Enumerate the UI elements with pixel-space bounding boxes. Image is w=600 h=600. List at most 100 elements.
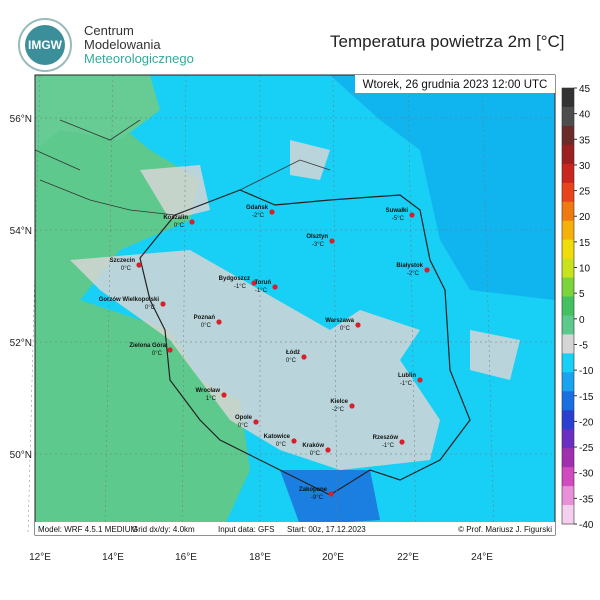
colorbar-cell <box>562 220 574 241</box>
lon-label: 16°E <box>175 552 197 563</box>
lon-label: 20°E <box>322 552 344 563</box>
city-name: Kraków <box>302 443 324 449</box>
city-temp: 0°C <box>340 326 351 332</box>
time-box <box>355 75 555 93</box>
warm-field <box>35 100 250 535</box>
colorbar-cell <box>562 353 574 373</box>
city-marker <box>167 347 173 353</box>
org-name: Centrum Modelowania Meteorologicznego <box>84 24 194 66</box>
footer-text: Start: 00z, 17.12.2023 <box>287 525 366 534</box>
colorbar-label: 30 <box>579 161 591 172</box>
city-temp: -2°C <box>407 271 420 277</box>
city-marker <box>328 491 334 497</box>
city-name: Katowice <box>264 434 291 440</box>
colorbar-label: 0 <box>579 315 585 326</box>
city-temp: 0°C <box>201 323 212 329</box>
colorbar-cell <box>562 448 574 468</box>
city-name: Olsztyn <box>306 234 328 240</box>
city-marker <box>160 301 166 307</box>
colorbar-label: -10 <box>579 366 594 377</box>
colorbar-cell <box>562 334 574 354</box>
meridian <box>104 74 114 536</box>
colorbar-cell <box>562 391 574 411</box>
city-name: Białystok <box>396 263 423 269</box>
footer-text: Model: WRF 4.5.1 MEDIUM <box>38 525 137 534</box>
mild-field <box>470 330 520 380</box>
colorbar-cell <box>562 106 574 127</box>
city-name: Szczecin <box>110 258 136 264</box>
city-marker <box>216 319 222 325</box>
city-name: Gdańsk <box>246 205 269 211</box>
city-temp: -1°C <box>255 288 268 294</box>
border <box>139 189 471 496</box>
lon-label: 22°E <box>397 552 419 563</box>
colorbar-label: 35 <box>579 135 591 146</box>
city-temp: -1°C <box>400 381 413 387</box>
city-temp: 0°C <box>121 266 132 272</box>
meridian <box>332 74 338 536</box>
city-marker <box>189 219 195 225</box>
city-marker <box>409 212 415 218</box>
colorbar-cell <box>562 315 574 335</box>
meridian <box>181 74 187 536</box>
colorbar-cell <box>562 372 574 392</box>
colorbar-cell <box>562 88 574 108</box>
city-name: Opole <box>235 415 253 421</box>
colorbar-label: 45 <box>579 84 591 95</box>
footer-box <box>35 522 555 535</box>
city-temp: -3°C <box>312 242 325 248</box>
colorbar-cell <box>562 296 574 316</box>
city-name: Suwałki <box>386 208 409 214</box>
city-name: Zielona Góra <box>129 343 166 349</box>
city-marker <box>349 403 355 409</box>
city-marker <box>136 262 142 268</box>
colorbar-frame <box>561 87 575 525</box>
logo-text: IMGW <box>28 38 63 52</box>
city-name: Wrocław <box>195 388 220 394</box>
colorbar-cell <box>562 486 574 506</box>
colorbar-cell <box>562 201 574 222</box>
city-temp: 0°C <box>310 451 321 457</box>
city-marker <box>355 322 361 328</box>
meridian <box>27 74 41 536</box>
colorbar-cell <box>562 429 574 449</box>
cold-field <box>330 75 555 300</box>
warm-field <box>35 75 160 150</box>
city-name: Lublin <box>398 373 416 379</box>
org-line: Modelowania <box>84 37 161 52</box>
city-name: Kielce <box>330 399 348 405</box>
lat-label: 54°N <box>10 226 32 237</box>
colorbar-cell <box>562 258 574 279</box>
org-line: Centrum <box>84 23 134 38</box>
title: Temperatura powietrza 2m [°C] <box>330 32 565 51</box>
colorbar-label: -25 <box>579 443 594 454</box>
city-marker <box>329 238 335 244</box>
colorbar-label: 25 <box>579 187 591 198</box>
city-marker <box>325 447 331 453</box>
colorbar-label: -35 <box>579 494 594 505</box>
city-temp: 0°C <box>238 423 249 429</box>
city-name: Rzeszów <box>373 435 399 441</box>
colorbar-label: -5 <box>579 340 588 351</box>
city-marker <box>269 209 275 215</box>
colorbar-label: -15 <box>579 392 594 403</box>
colorbar-cell <box>562 239 574 260</box>
valid-time: Wtorek, 26 grudnia 2023 12:00 UTC <box>363 79 548 91</box>
meridian <box>481 74 495 536</box>
colorbar-cell <box>562 125 574 146</box>
lon-label: 12°E <box>29 552 51 563</box>
colorbar-label: 15 <box>579 238 591 249</box>
mild-field <box>290 140 330 180</box>
colorbar-cell <box>562 144 574 165</box>
city-name: Poznań <box>194 315 216 321</box>
city-marker <box>253 419 259 425</box>
credit: © Prof. Mariusz J. Figurski <box>458 525 552 534</box>
colorbar-label: -20 <box>579 417 594 428</box>
lon-label: 18°E <box>249 552 271 563</box>
city-name: Łódź <box>286 350 300 356</box>
footer-text: Input data: GFS <box>218 525 274 534</box>
city-temp: -5°C <box>392 216 405 222</box>
city-temp: 0°C <box>286 358 297 364</box>
